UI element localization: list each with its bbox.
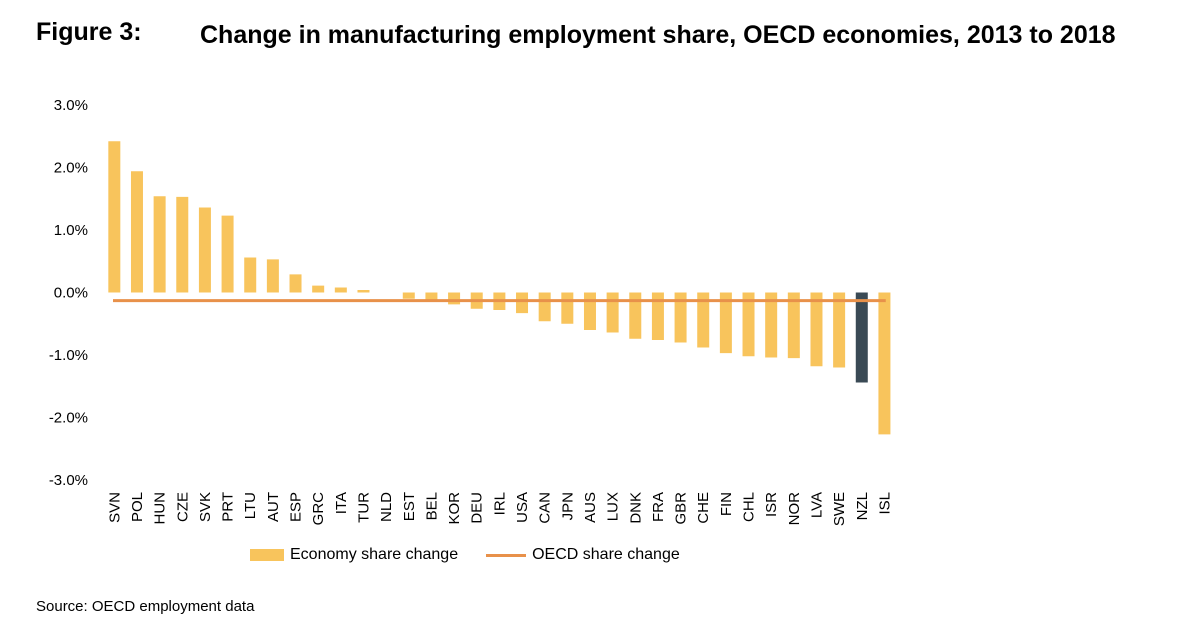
- bar-hun: [153, 196, 166, 293]
- x-tick-label: CHE: [695, 492, 712, 524]
- legend-item-oecd: OECD share change: [486, 546, 680, 564]
- x-tick-label: USA: [514, 492, 531, 523]
- bar-est: [402, 292, 415, 299]
- bar-gbr: [674, 292, 687, 343]
- bar-svk: [198, 207, 211, 293]
- x-tick-label: ESP: [288, 492, 305, 522]
- bar-pol: [130, 171, 143, 293]
- x-tick-label: LTU: [242, 492, 259, 519]
- x-tick-label: AUS: [582, 492, 599, 523]
- legend-swatch-line: [486, 553, 527, 557]
- legend-item-economy: Economy share change: [250, 546, 458, 564]
- bar-series: [108, 141, 891, 435]
- source-note: Source: OECD employment data: [36, 598, 255, 615]
- x-tick-label: LVA: [808, 492, 825, 518]
- bar-svn: [108, 141, 121, 293]
- x-tick-label: CHL: [741, 492, 758, 522]
- x-tick-label: NLD: [378, 492, 395, 522]
- x-tick-label: DEU: [469, 492, 486, 524]
- x-tick-label: ISR: [763, 492, 780, 517]
- x-tick-label: FIN: [718, 492, 735, 516]
- x-tick-label: LUX: [605, 492, 622, 521]
- x-tick-label: GRC: [310, 492, 327, 526]
- bar-tur: [357, 290, 370, 293]
- x-tick-label: AUT: [265, 492, 282, 522]
- y-tick-label: 1.0%: [54, 222, 88, 239]
- y-tick-label: 2.0%: [54, 160, 88, 177]
- x-tick-label: KOR: [446, 492, 463, 525]
- bar-aus: [583, 292, 596, 330]
- x-tick-label: IRL: [491, 492, 508, 515]
- bar-usa: [516, 292, 529, 314]
- legend-label-economy: Economy share change: [290, 546, 459, 563]
- bar-grc: [312, 285, 325, 293]
- bar-chart: 3.0% 2.0% 1.0% 0.0% -1.0% -2.0% -3.0% SVN POL HU…: [49, 97, 894, 526]
- legend-swatch-bar: [250, 549, 284, 561]
- bar-cze: [176, 196, 189, 293]
- bar-isl: [878, 292, 891, 435]
- legend: Economy share change OECD share change: [250, 546, 708, 564]
- x-tick-label: TUR: [355, 492, 372, 523]
- x-axis-labels: SVN POL HUN CZE SVK PRT LTU AUT ESP GRC ITA TUR NLD E…: [106, 492, 893, 526]
- x-tick-label: HUN: [152, 492, 169, 525]
- bar-aut: [266, 259, 279, 293]
- x-tick-label: JPN: [559, 492, 576, 520]
- y-tick-label: -3.0%: [49, 472, 88, 489]
- bar-can: [538, 292, 551, 322]
- bar-jpn: [561, 292, 574, 324]
- y-tick-label: -1.0%: [49, 347, 88, 364]
- bar-che: [697, 292, 710, 348]
- x-tick-label: GBR: [673, 492, 690, 525]
- chart-title: Change in manufacturing employment share…: [200, 21, 1116, 49]
- y-tick-label: -2.0%: [49, 410, 88, 427]
- bar-lva: [810, 292, 823, 367]
- bar-dnk: [629, 292, 642, 339]
- bar-prt: [221, 215, 234, 293]
- x-tick-label: ITA: [333, 492, 350, 514]
- bar-swe: [833, 292, 846, 368]
- bar-chl: [742, 292, 755, 357]
- x-tick-label: SVN: [106, 492, 123, 523]
- bar-ltu: [244, 257, 257, 293]
- bar-isr: [765, 292, 778, 358]
- bar-nzl: [855, 292, 868, 383]
- x-tick-label: POL: [129, 492, 146, 522]
- x-tick-label: NOR: [786, 492, 803, 526]
- bar-esp: [289, 274, 302, 293]
- x-tick-label: ISL: [876, 492, 893, 515]
- bar-lux: [606, 292, 619, 333]
- x-tick-label: NZL: [854, 492, 871, 520]
- bar-fin: [719, 292, 732, 354]
- bar-nor: [787, 292, 800, 359]
- bar-bel: [425, 292, 438, 301]
- figure-label: Figure 3:: [36, 18, 142, 46]
- x-tick-label: SWE: [831, 492, 848, 526]
- y-tick-label: 0.0%: [54, 285, 88, 302]
- bar-kor: [448, 292, 461, 305]
- legend-label-oecd: OECD share change: [532, 546, 680, 563]
- bar-ita: [334, 287, 347, 293]
- x-tick-label: PRT: [220, 492, 237, 522]
- y-axis: 3.0% 2.0% 1.0% 0.0% -1.0% -2.0% -3.0%: [49, 97, 88, 489]
- x-tick-label: CZE: [174, 492, 191, 522]
- x-tick-label: CAN: [537, 492, 554, 524]
- x-tick-label: BEL: [423, 492, 440, 520]
- x-tick-label: FRA: [650, 492, 667, 522]
- x-tick-label: DNK: [627, 492, 644, 524]
- x-tick-label: SVK: [197, 492, 214, 522]
- y-tick-label: 3.0%: [54, 97, 88, 114]
- bar-fra: [651, 292, 664, 340]
- x-tick-label: EST: [401, 492, 418, 521]
